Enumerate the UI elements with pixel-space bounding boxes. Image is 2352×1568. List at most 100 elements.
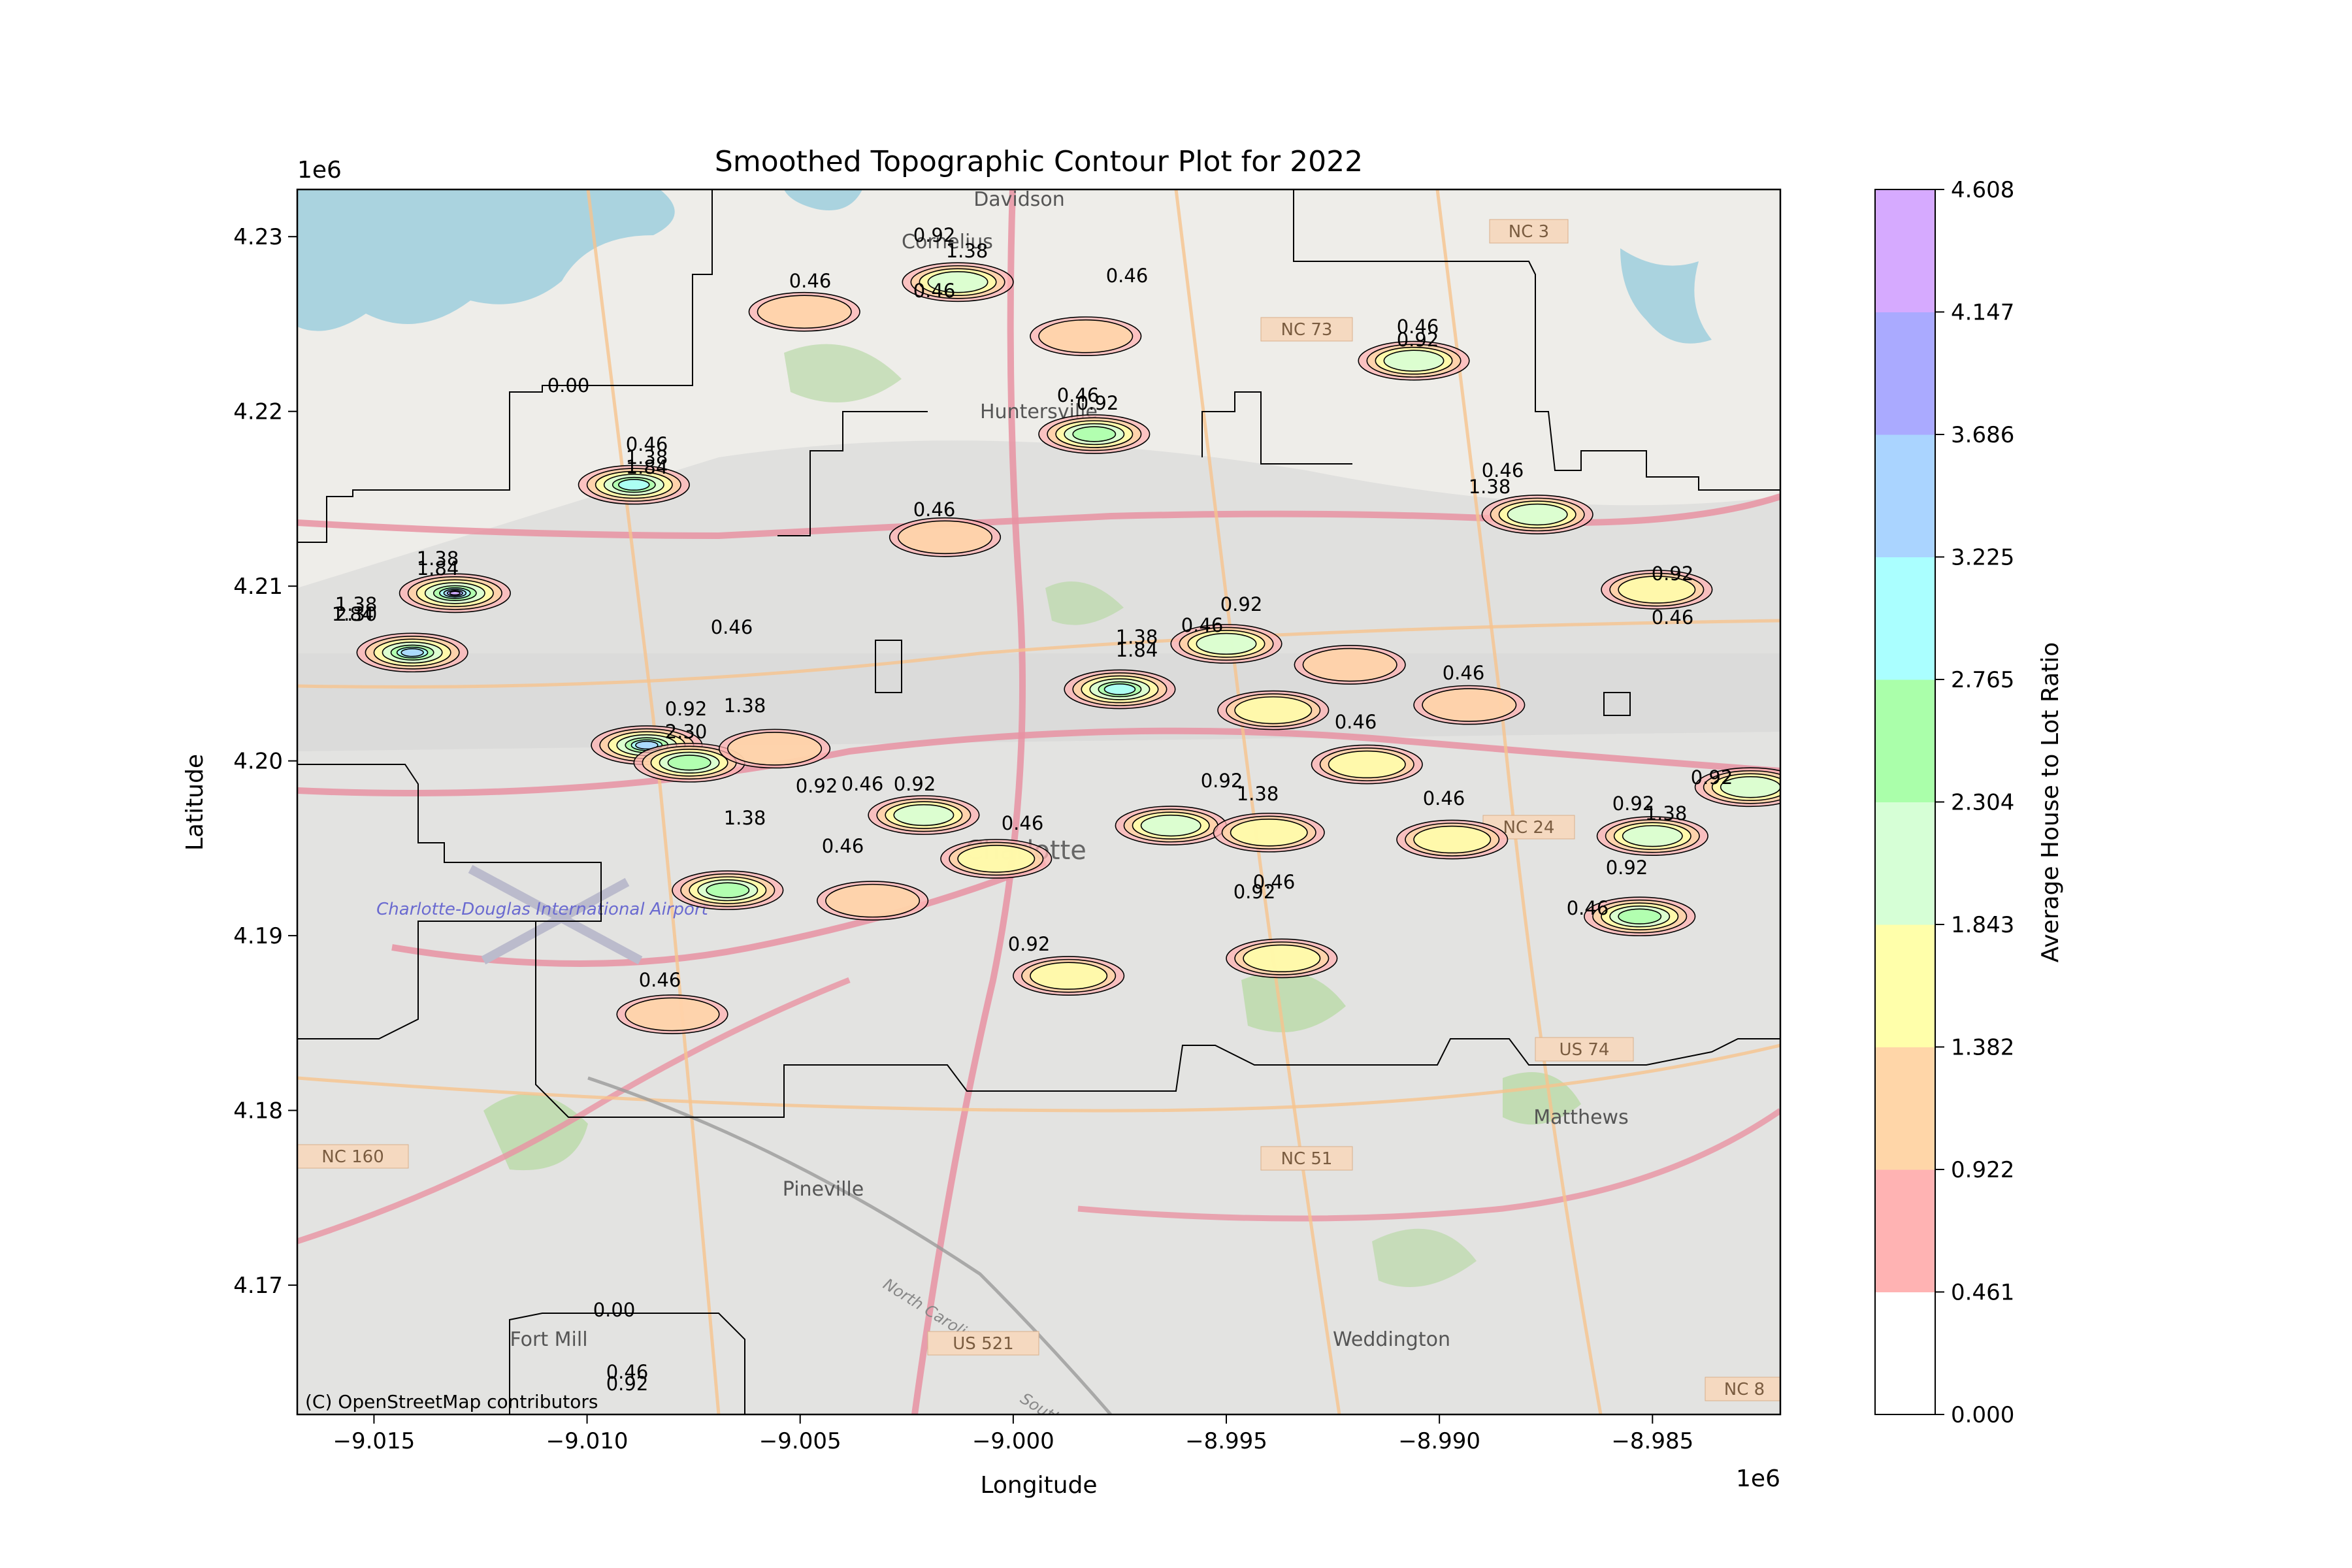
contour-level: [1413, 825, 1492, 854]
contour-hotspot: [356, 632, 468, 673]
contour-hotspot: [1396, 819, 1509, 860]
contour-value-label: 0.46: [1482, 459, 1524, 482]
road-label-nc3: NC 3: [1509, 222, 1549, 242]
contour-level: [1507, 503, 1568, 526]
map-label-cornelius: Cornelius: [902, 231, 993, 253]
colorbar-band: [1875, 434, 1935, 557]
contour-value-label: 0.92: [1691, 766, 1733, 789]
colorbar-tick-label: 1.843: [1951, 912, 2014, 938]
contour-level: [635, 740, 659, 750]
contour-level: [1072, 426, 1117, 442]
contour-value-label: 0.92: [894, 773, 936, 795]
y-tick-label: 4.20: [233, 749, 283, 775]
contour-value-label: 0.00: [593, 1299, 636, 1321]
map-label-weddington: Weddington: [1333, 1328, 1450, 1351]
contour-value-label: 0.92: [665, 698, 708, 720]
contour-level: [893, 804, 955, 826]
contour-hotspot: [1358, 340, 1470, 381]
road-label-nc24: NC 24: [1503, 818, 1555, 838]
contour-level: [897, 520, 993, 555]
contour-hotspot: [616, 994, 728, 1034]
contour-value-label: 0.92: [606, 1373, 649, 1395]
contour-level: [927, 271, 988, 293]
contour-hotspot: [940, 839, 1053, 879]
x-tick-label: −8.990: [1398, 1428, 1480, 1454]
zero-contour-line: [297, 764, 602, 1039]
plot-frame: [296, 188, 1782, 1416]
road-label-us521: US 521: [953, 1334, 1013, 1354]
x-tick-label: −9.000: [972, 1428, 1054, 1454]
contour-value-label: 0.46: [1443, 662, 1485, 684]
contour-hotspot: [817, 881, 929, 921]
contour-hotspot: [1226, 938, 1338, 979]
contour-value-label: 1.38: [335, 593, 378, 615]
contour-level: [957, 845, 1036, 873]
contour-hotspot: [1030, 316, 1142, 357]
contour-hotspot: [1311, 744, 1423, 785]
y-tick-label: 4.22: [233, 399, 283, 425]
contour-value-label: 1.38: [724, 694, 766, 717]
contour-value-label: 0.46: [1423, 787, 1465, 809]
colorbar-band: [1875, 1047, 1935, 1170]
contour-level: [1103, 683, 1136, 695]
contour-value-label: 2.30: [665, 721, 708, 743]
contour-value-label: 0.46: [1397, 316, 1439, 338]
contour-value-label: 0.92: [1606, 857, 1648, 879]
contour-value-label: 0.46: [606, 1361, 649, 1383]
colorbar-tick-label: 0.000: [1951, 1402, 2014, 1428]
contour-level: [1196, 632, 1257, 655]
contour-value-label: 1.38: [1469, 476, 1511, 498]
contour-hotspot: [1596, 816, 1708, 857]
contour-level: [1618, 908, 1662, 924]
map-label-fort-mill: Fort Mill: [510, 1328, 587, 1351]
colorbar-band: [1875, 189, 1935, 312]
contour-hotspot: [1601, 570, 1713, 610]
contour-level: [1422, 688, 1517, 722]
contour-level: [757, 295, 852, 329]
colorbar-band: [1875, 312, 1935, 435]
map-label-pineville: Pineville: [783, 1178, 864, 1201]
colorbar-tick-label: 0.922: [1951, 1157, 2014, 1183]
contour-hotspot: [902, 262, 1014, 302]
zero-contour-line: [535, 921, 1780, 1118]
contour-level: [1622, 825, 1683, 847]
x-tick-label: −9.010: [546, 1428, 629, 1454]
road-label-nc160: NC 160: [321, 1147, 384, 1167]
contour-level: [1383, 350, 1445, 372]
contour-value-label: 0.92: [1201, 770, 1243, 792]
colorbar-band: [1875, 1169, 1935, 1292]
colorbar-tick-label: 4.147: [1951, 300, 2014, 326]
contour-level: [625, 997, 720, 1032]
contour-hotspot: [1115, 806, 1227, 845]
contour-hotspot: [748, 291, 860, 332]
contour-level: [1328, 750, 1406, 779]
contour-value-label: 0.92: [1233, 881, 1276, 903]
zero-contour-line: [1201, 391, 1352, 465]
road-label-nc73: NC 73: [1281, 320, 1333, 340]
y-axis-label: Latitude: [182, 754, 208, 851]
contour-hotspot: [633, 742, 745, 783]
colorbar: 0.000 0.461 0.922 1.382 1.843 2.304 2.765 3.225…: [1874, 177, 2014, 1428]
colorbar-band: [1875, 679, 1935, 802]
x-tick-label: −8.995: [1185, 1428, 1267, 1454]
contour-value-label: 2.30: [335, 603, 378, 625]
road-label-us74: US 74: [1560, 1040, 1610, 1060]
y-tick-label: 4.18: [233, 1098, 283, 1124]
contour-hotspot: [718, 728, 831, 769]
contour-hotspot: [672, 870, 784, 910]
contour-value-label: 0.46: [639, 969, 681, 991]
contour-value-label: 0.92: [1220, 593, 1263, 615]
contour-level: [1038, 319, 1134, 353]
contour-value-label: 0.92: [796, 775, 838, 797]
contour-level: [1302, 647, 1397, 682]
contour-level: [449, 591, 461, 596]
colorbar-tick-label: 2.304: [1951, 790, 2014, 816]
basemap: [297, 189, 1780, 1414]
zero-level-contours: [297, 189, 1780, 1414]
colorbar-tick-label: 4.608: [1951, 177, 2014, 203]
contour-hotspot: [889, 517, 1002, 557]
contour-value-label: 0.46: [1567, 897, 1609, 919]
contour-value-label: 1.38: [1116, 626, 1158, 648]
contour-value-label: 1.38: [724, 807, 766, 829]
